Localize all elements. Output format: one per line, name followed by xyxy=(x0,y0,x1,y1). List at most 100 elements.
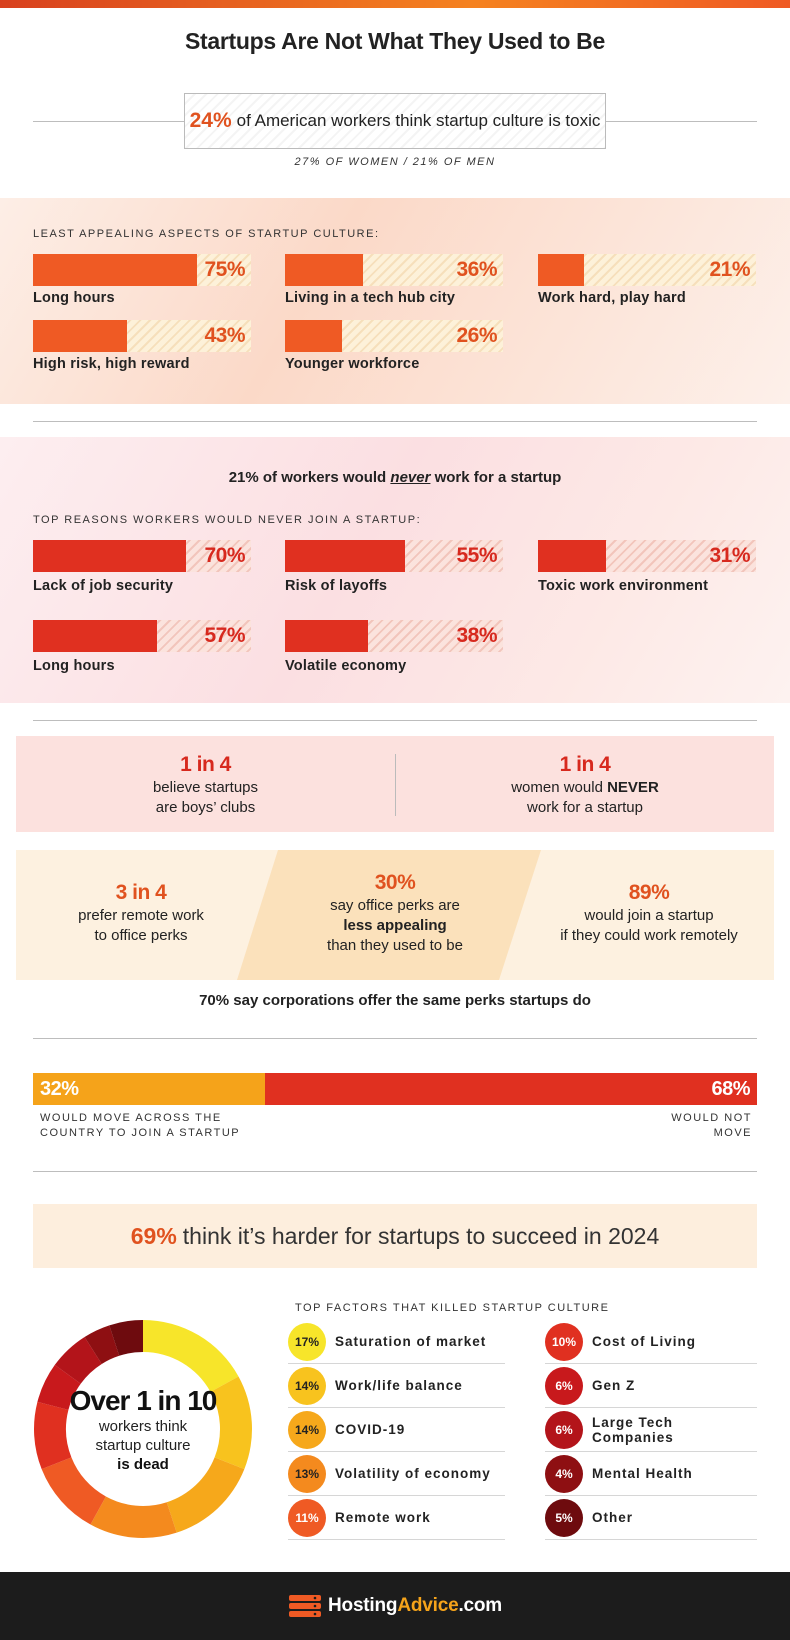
aspect-bar-fill xyxy=(285,254,364,286)
dead-big: Over 1 in 10 xyxy=(69,1384,218,1416)
factors-list-right: 10% Cost of Living 6% Gen Z 6% Large Tech Com… xyxy=(545,1320,757,1540)
aspect-label: Younger workforce xyxy=(285,356,420,372)
boys-club-stat: 1 in 4 believe startups are boys’ clubs xyxy=(16,752,395,818)
perks-row xyxy=(16,850,774,980)
divider xyxy=(33,1038,757,1039)
factor-item: 10% Cost of Living xyxy=(545,1320,757,1364)
reason-long-hours: 57% Long hours xyxy=(33,620,251,674)
factor-name: Volatility of economy xyxy=(335,1466,491,1481)
aspect-bar-fill xyxy=(538,254,584,286)
factor-name: Work/life balance xyxy=(335,1378,463,1393)
donut-slice-large-tech-companies xyxy=(54,1336,102,1384)
page-title: Startups Are Not What They Used to Be xyxy=(185,28,605,54)
factor-pct-badge: 4% xyxy=(545,1454,583,1493)
factor-pct-badge: 5% xyxy=(545,1498,583,1537)
factors-donut-chart xyxy=(33,1320,253,1538)
reason-pct: 38% xyxy=(456,624,497,647)
toxic-pct: 24% xyxy=(189,109,232,132)
reason-layoffs: 55% Risk of layoffs xyxy=(285,540,503,594)
aspect-bar-fill xyxy=(33,320,127,352)
donut-slice-gen-z xyxy=(37,1364,81,1410)
brand-logo[interactable]: HostingAdvice.com xyxy=(328,1595,502,1616)
never-emphasis: never xyxy=(390,469,431,486)
reason-pct: 57% xyxy=(204,624,245,647)
factor-item: 4% Mental Health xyxy=(545,1452,757,1496)
divider xyxy=(33,121,184,122)
toxic-stat-box: 24% of American workers think startup cu… xyxy=(184,93,606,149)
reason-bar-fill xyxy=(33,620,158,652)
reason-label: Lack of job security xyxy=(33,578,174,594)
boys-club-big: 1 in 4 xyxy=(180,753,231,776)
top-stripe xyxy=(0,0,790,8)
harder-banner: 69% think it’s harder for startups to su… xyxy=(33,1204,757,1268)
never-headline: 21% of workers would never work for a st… xyxy=(228,469,562,486)
factor-pct-badge: 14% xyxy=(288,1366,326,1405)
women-never-stat: 1 in 4 women would NEVER work for a star… xyxy=(396,752,774,818)
remote-stat: 3 in 4 prefer remote work to office perk… xyxy=(78,881,204,944)
factor-item: 6% Large Tech Companies xyxy=(545,1408,757,1452)
toxic-text: of American workers think startup cultur… xyxy=(236,111,601,130)
factor-item: 14% Work/life balance xyxy=(288,1364,505,1408)
factor-name: Other xyxy=(592,1510,634,1525)
aspect-pct: 43% xyxy=(204,324,245,347)
donut-slice-covid-19 xyxy=(166,1457,245,1533)
stay-pct: 68% xyxy=(711,1077,750,1100)
reason-volatile-economy: 38% Volatile economy xyxy=(285,620,503,674)
aspect-tech-hub: 36% Living in a tech hub city xyxy=(285,254,503,306)
aspect-pct: 75% xyxy=(204,258,245,281)
reason-job-security: 70% Lack of job security xyxy=(33,540,251,594)
reason-pct: 70% xyxy=(204,544,245,567)
corporations-statement: 70% say corporations offer the same perk… xyxy=(199,992,591,1009)
reason-label: Risk of layoffs xyxy=(285,578,388,594)
reason-toxic-environment: 31% Toxic work environment xyxy=(538,540,756,594)
aspect-label: Living in a tech hub city xyxy=(285,290,456,306)
aspect-pct: 21% xyxy=(709,258,750,281)
factor-name: Cost of Living xyxy=(592,1334,696,1349)
factor-pct-badge: 11% xyxy=(288,1498,326,1537)
toxic-gender-breakdown: 27% OF WOMEN / 21% OF MEN xyxy=(294,156,496,168)
join-remote-stat: 89% would join a startup if they could w… xyxy=(560,881,738,944)
aspect-pct: 26% xyxy=(456,324,497,347)
reason-bar-fill xyxy=(538,540,606,572)
factor-name: Mental Health xyxy=(592,1466,693,1481)
reason-bar-fill xyxy=(285,620,368,652)
move-segment: 32% xyxy=(33,1073,265,1105)
reason-bar-fill xyxy=(285,540,405,572)
perks-highlight-shape xyxy=(237,850,541,980)
factor-pct-badge: 13% xyxy=(288,1454,326,1493)
least-appealing-label: LEAST APPEALING ASPECTS OF STARTUP CULTU… xyxy=(33,228,380,240)
move-label: WOULD MOVE ACROSS THE COUNTRY TO JOIN A … xyxy=(40,1112,241,1139)
server-logo-icon xyxy=(289,1595,322,1617)
women-never-big: 1 in 4 xyxy=(559,753,611,776)
factor-name: Large Tech Companies xyxy=(592,1414,674,1445)
aspect-label: Long hours xyxy=(33,290,115,306)
harder-text: think it’s harder for startups to succee… xyxy=(182,1222,660,1249)
factors-list-left: 17% Saturation of market 14% Work/life bala… xyxy=(288,1320,505,1540)
divider xyxy=(606,121,757,122)
aspect-younger-workforce: 26% Younger workforce xyxy=(285,320,503,372)
reason-label: Volatile economy xyxy=(285,658,407,674)
footer: HostingAdvice.com xyxy=(0,1572,790,1640)
factor-item: 11% Remote work xyxy=(288,1496,505,1540)
factor-pct-badge: 17% xyxy=(288,1322,326,1361)
divider xyxy=(33,421,757,422)
divider xyxy=(395,754,396,816)
factor-item: 17% Saturation of market xyxy=(288,1320,505,1364)
donut-slice-work-life-balance xyxy=(210,1376,253,1470)
divider xyxy=(33,1171,757,1172)
donut-slice-remote-work xyxy=(41,1457,106,1525)
factor-item: 14% COVID-19 xyxy=(288,1408,505,1452)
move-split-bar: 32% 68% xyxy=(33,1073,757,1105)
aspect-long-hours: 75% Long hours xyxy=(33,254,251,306)
reason-bar-fill xyxy=(33,540,186,572)
reason-label: Long hours xyxy=(33,658,115,674)
move-pct: 32% xyxy=(40,1077,79,1100)
perks-stat: 30% say office perks are less appealing … xyxy=(327,871,463,954)
reason-pct: 55% xyxy=(456,544,497,567)
factor-item: 13% Volatility of economy xyxy=(288,1452,505,1496)
factor-item: 6% Gen Z xyxy=(545,1364,757,1408)
aspect-label: Work hard, play hard xyxy=(538,290,686,306)
aspect-high-risk: 43% High risk, high reward xyxy=(33,320,251,372)
donut-slice-volatility-of-economy xyxy=(90,1496,177,1538)
stay-label: WOULD NOT MOVE xyxy=(671,1112,752,1139)
